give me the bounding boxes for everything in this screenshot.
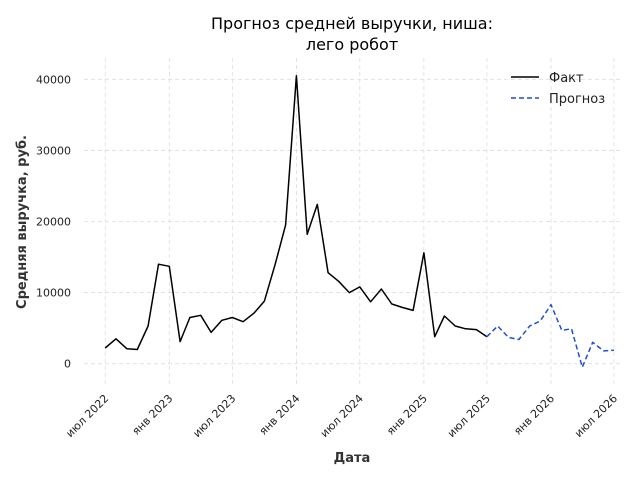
series-line-forecast — [486, 303, 615, 368]
chart-title-line-2: лего робот — [306, 35, 398, 54]
x-tick-label: янв 2026 — [511, 392, 557, 438]
series-line-fact — [104, 75, 488, 351]
series-lines — [104, 75, 615, 368]
x-tick-label: янв 2024 — [257, 392, 303, 438]
x-tick-label: июл 2026 — [572, 392, 620, 440]
x-axis-label: Дата — [334, 451, 371, 466]
x-tick-label: июл 2024 — [318, 392, 366, 440]
y-tick-label: 20000 — [36, 216, 71, 229]
y-tick-label: 0 — [64, 358, 71, 371]
x-tick-labels: июл 2022 янв 2023 июл 2023 янв 2024 июл 2024… — [63, 392, 620, 440]
x-tick-label: янв 2025 — [384, 392, 430, 438]
chart-title-line-1: Прогноз средней выручки, ниша: — [211, 14, 493, 33]
x-tick-label: янв 2023 — [130, 392, 176, 438]
legend: Факт Прогноз — [511, 71, 605, 107]
y-tick-label: 10000 — [36, 287, 71, 300]
y-axis-label: Средняя выручка, руб. — [15, 135, 30, 309]
x-tick-label: июл 2022 — [63, 392, 111, 440]
x-tick-label: июл 2023 — [190, 392, 238, 440]
y-tick-label: 40000 — [36, 73, 71, 86]
legend-label-fact: Факт — [549, 71, 584, 86]
y-tick-labels: 0 10000 20000 30000 40000 — [36, 73, 71, 370]
legend-label-forecast: Прогноз — [549, 92, 605, 107]
grid-lines — [84, 58, 622, 385]
y-tick-label: 30000 — [36, 144, 71, 157]
x-tick-label: июл 2025 — [445, 392, 493, 440]
